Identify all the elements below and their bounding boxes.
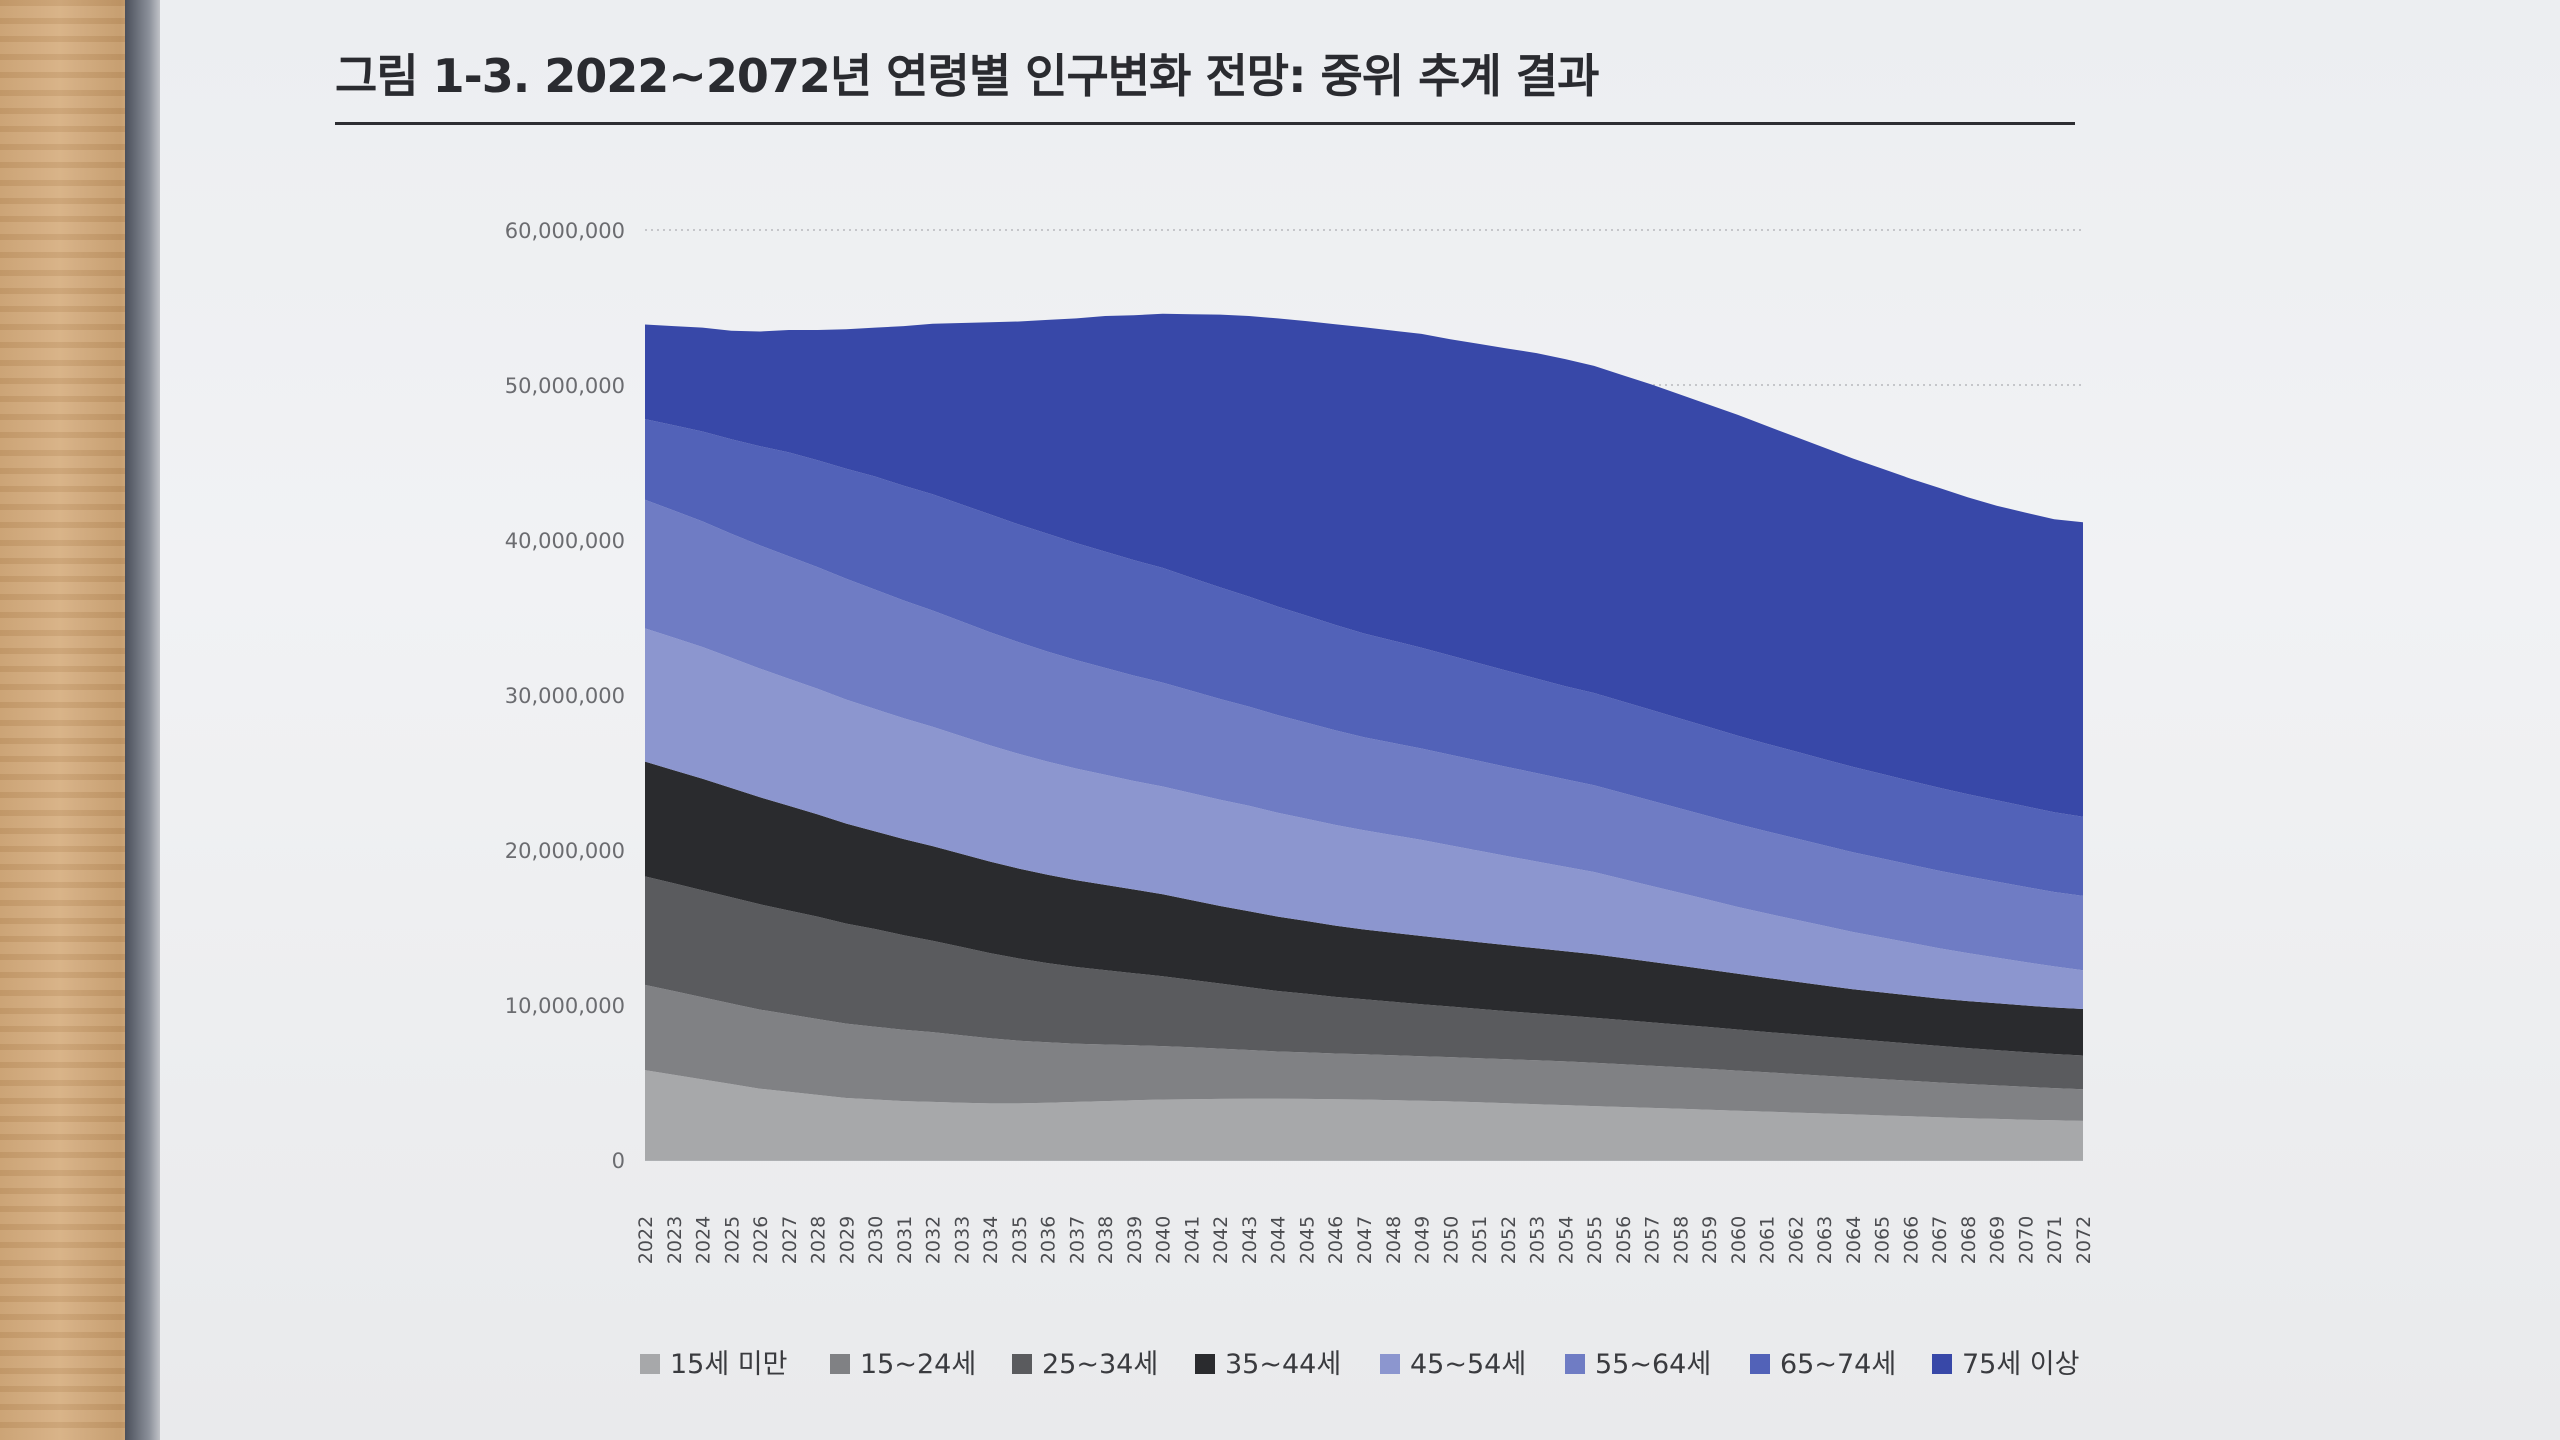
x-tick-label: 2040	[1153, 1216, 1175, 1264]
x-tick-label: 2035	[1009, 1216, 1031, 1264]
x-tick-label: 2063	[1814, 1216, 1836, 1264]
x-tick-label: 2037	[1066, 1216, 1088, 1264]
x-tick-label: 2055	[1584, 1216, 1606, 1264]
x-tick-label: 2058	[1670, 1216, 1692, 1264]
area-series-7	[645, 419, 2083, 896]
y-tick-label: 50,000,000	[505, 374, 625, 398]
legend-swatch	[1932, 1354, 1952, 1374]
x-tick-label: 2030	[865, 1216, 887, 1264]
x-tick-label: 2050	[1440, 1216, 1462, 1264]
area-series-4	[645, 761, 2083, 1056]
x-tick-label: 2047	[1354, 1216, 1376, 1264]
area-series-6	[645, 499, 2083, 971]
x-tick-label: 2071	[2044, 1216, 2066, 1264]
x-tick-label: 2072	[2073, 1216, 2095, 1264]
y-tick-label: 20,000,000	[505, 839, 625, 863]
x-tick-label: 2043	[1239, 1216, 1261, 1264]
x-tick-label: 2069	[1987, 1216, 2009, 1264]
x-axis-ticks: 2022 2023 2024 2025 2026 2027 2028 2029 2030 2031…	[635, 1216, 2095, 1264]
x-tick-label: 2038	[1095, 1216, 1117, 1264]
legend-swatch	[1380, 1354, 1400, 1374]
legend-label: 75세 이상	[1962, 1349, 2079, 1380]
y-tick-label: 40,000,000	[505, 529, 625, 553]
x-tick-label: 2059	[1699, 1216, 1721, 1264]
x-tick-label: 2032	[923, 1216, 945, 1264]
figure-title: 그림 1-3. 2022~2072년 연령별 인구변화 전망: 중위 추계 결과	[335, 49, 1599, 103]
x-tick-label: 2046	[1325, 1216, 1347, 1264]
legend: 15세 미만 15~24세 25~34세 35~44세 45~54세 55~64세 65~7…	[640, 1349, 2079, 1380]
area-series-1	[645, 1070, 2083, 1160]
x-tick-label: 2023	[664, 1216, 686, 1264]
legend-label: 15~24세	[860, 1349, 976, 1380]
x-tick-label: 2052	[1498, 1216, 1520, 1264]
x-tick-label: 2025	[721, 1216, 743, 1264]
x-tick-label: 2033	[951, 1216, 973, 1264]
legend-label: 15세 미만	[670, 1349, 787, 1380]
x-tick-label: 2022	[635, 1216, 657, 1264]
y-tick-label: 30,000,000	[505, 684, 625, 708]
area-series-3	[645, 876, 2083, 1090]
x-tick-label: 2061	[1757, 1216, 1779, 1264]
legend-swatch	[1565, 1354, 1585, 1374]
area-series-8	[645, 313, 2083, 817]
x-tick-label: 2064	[1843, 1216, 1865, 1264]
book-binding-edge	[125, 0, 165, 1440]
x-tick-label: 2045	[1296, 1216, 1318, 1264]
x-tick-label: 2068	[1958, 1216, 1980, 1264]
x-tick-label: 2067	[1929, 1216, 1951, 1264]
legend-label: 35~44세	[1225, 1349, 1341, 1380]
x-tick-label: 2057	[1642, 1216, 1664, 1264]
x-tick-label: 2034	[980, 1216, 1002, 1264]
area-series-group	[645, 313, 2083, 1160]
legend-label: 25~34세	[1042, 1349, 1158, 1380]
area-series-5	[645, 628, 2083, 1009]
x-tick-label: 2056	[1613, 1216, 1635, 1264]
x-tick-label: 2066	[1900, 1216, 1922, 1264]
area-series-2	[645, 984, 2083, 1121]
x-tick-label: 2053	[1527, 1216, 1549, 1264]
x-tick-label: 2054	[1555, 1216, 1577, 1264]
x-tick-label: 2044	[1268, 1216, 1290, 1264]
x-tick-label: 2026	[750, 1216, 772, 1264]
x-tick-label: 2036	[1038, 1216, 1060, 1264]
y-axis-ticks: 0 10,000,000 20,000,000 30,000,000 40,000,00…	[505, 219, 625, 1173]
x-tick-label: 2051	[1469, 1216, 1491, 1264]
x-tick-label: 2041	[1181, 1216, 1203, 1264]
x-tick-label: 2048	[1383, 1216, 1405, 1264]
x-tick-label: 2031	[894, 1216, 916, 1264]
y-tick-label: 10,000,000	[505, 994, 625, 1018]
x-tick-label: 2042	[1210, 1216, 1232, 1264]
x-tick-label: 2029	[836, 1216, 858, 1264]
x-tick-label: 2049	[1412, 1216, 1434, 1264]
legend-label: 55~64세	[1595, 1349, 1711, 1380]
legend-swatch	[1012, 1354, 1032, 1374]
x-tick-label: 2060	[1728, 1216, 1750, 1264]
x-tick-label: 2065	[1872, 1216, 1894, 1264]
x-tick-label: 2024	[693, 1216, 715, 1264]
legend-swatch	[1195, 1354, 1215, 1374]
legend-swatch	[1750, 1354, 1770, 1374]
x-tick-label: 2039	[1124, 1216, 1146, 1264]
title-underline	[335, 122, 2075, 125]
y-tick-label: 0	[612, 1149, 625, 1173]
x-tick-label: 2028	[808, 1216, 830, 1264]
y-tick-label: 60,000,000	[505, 219, 625, 243]
legend-swatch	[640, 1354, 660, 1374]
x-tick-label: 2062	[1785, 1216, 1807, 1264]
x-tick-label: 2070	[2015, 1216, 2037, 1264]
legend-swatch	[830, 1354, 850, 1374]
x-tick-label: 2027	[779, 1216, 801, 1264]
legend-label: 65~74세	[1780, 1349, 1896, 1380]
legend-label: 45~54세	[1410, 1349, 1526, 1380]
